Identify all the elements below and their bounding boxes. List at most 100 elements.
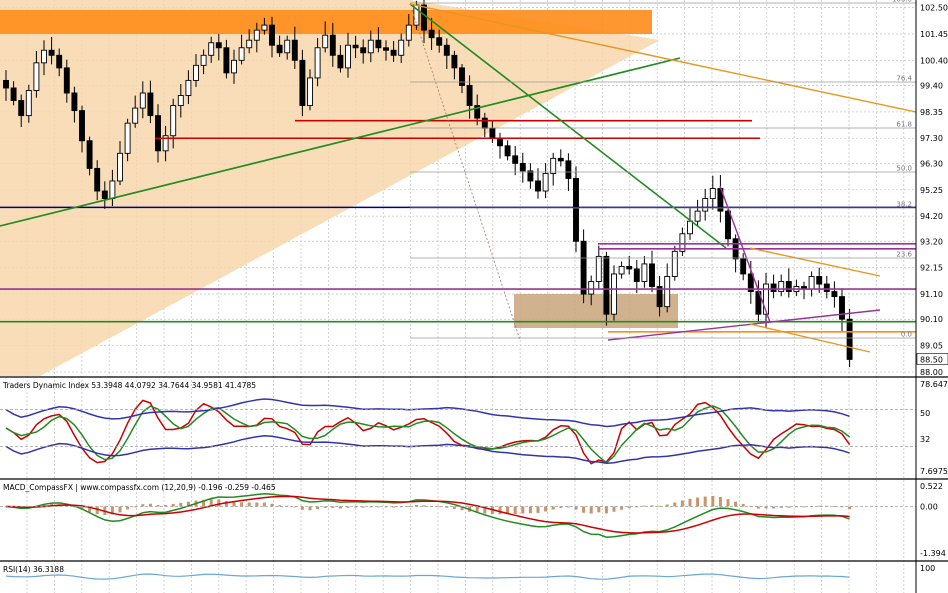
macd-histogram-bar	[506, 506, 510, 515]
macd-histogram-bar	[521, 506, 525, 514]
macd-histogram-bar	[848, 506, 852, 510]
trendline	[409, 3, 727, 249]
macd-histogram-bar	[604, 506, 608, 514]
macd-histogram-bar	[597, 506, 601, 513]
macd-histogram-bar	[414, 504, 418, 507]
candle-body	[542, 172, 549, 192]
macd-axis-label: 0.522	[920, 482, 943, 491]
macd-histogram-bar	[452, 506, 456, 509]
macd-histogram-bar	[544, 506, 548, 512]
price-tick-label: 94.20	[920, 212, 943, 221]
macd-histogram-bar	[445, 506, 449, 508]
macd-histogram-bar	[513, 506, 517, 514]
candle-body	[565, 160, 572, 179]
candle-body	[314, 47, 321, 79]
tdi-axis-label: 78.6472	[920, 380, 948, 389]
candle-body	[443, 44, 450, 56]
candle-body	[94, 167, 101, 192]
macd-histogram-bar	[650, 505, 654, 507]
macd-histogram-bar	[346, 506, 350, 508]
candle-body	[299, 59, 306, 107]
candle-body	[375, 39, 382, 49]
macd-histogram-bar	[802, 506, 806, 508]
candle-body	[200, 54, 207, 66]
macd-histogram-bar	[338, 506, 342, 509]
candle-body	[25, 90, 32, 117]
macd-histogram-bar	[688, 498, 692, 507]
fibonacci-label: 38.2	[896, 201, 912, 209]
candle-body	[337, 54, 344, 69]
candle-body	[816, 276, 823, 285]
macd-histogram-bar	[262, 502, 266, 507]
candle-body	[618, 265, 625, 275]
macd-histogram-bar	[72, 506, 76, 508]
trendline	[411, 9, 521, 341]
fibonacci-label: 23.6	[896, 251, 912, 259]
candle-body	[223, 47, 230, 74]
candle-body	[231, 59, 237, 74]
candle-body	[383, 47, 389, 51]
candle-body	[694, 210, 701, 222]
candle-body	[79, 110, 85, 142]
candle-body	[740, 258, 747, 275]
macd-histogram-bar	[141, 504, 145, 507]
candle-body	[405, 24, 412, 41]
macd-histogram-bar	[316, 506, 320, 510]
macd-histogram-bar	[779, 506, 783, 508]
macd-histogram-bar	[95, 506, 99, 514]
candle-body	[360, 47, 367, 54]
supply-zone	[0, 10, 652, 34]
candle-body	[48, 49, 55, 56]
macd-histogram-bar	[80, 506, 84, 510]
macd-histogram-bar	[460, 506, 464, 511]
candle-body	[633, 268, 640, 282]
macd-histogram-bar	[703, 496, 707, 507]
macd-histogram-bar	[224, 501, 228, 507]
macd-histogram-bar	[589, 506, 593, 514]
macd-histogram-bar	[658, 505, 662, 507]
candle-body	[276, 44, 283, 54]
macd-histogram-bar	[179, 502, 183, 507]
macd-histogram-bar	[787, 506, 791, 508]
price-tick-label: 102.50	[920, 4, 948, 13]
candle-body	[215, 42, 222, 49]
candle-body	[611, 273, 617, 315]
macd-histogram-bar	[376, 506, 380, 508]
macd-line	[5, 492, 850, 538]
candle-body	[664, 276, 671, 308]
candle-body	[557, 157, 564, 162]
macd-histogram-bar	[528, 506, 532, 514]
candle-body	[808, 276, 815, 290]
candle-body	[580, 240, 587, 295]
macd-histogram-bar	[437, 506, 441, 508]
macd-histogram-bar	[42, 504, 46, 507]
macd-histogram-bar	[627, 506, 631, 509]
candle-body	[747, 273, 754, 293]
price-tick-label: 89.05	[920, 342, 943, 351]
candle-body	[770, 283, 777, 293]
candle-body	[573, 178, 579, 242]
candle-body	[124, 122, 131, 154]
candle-body	[41, 49, 47, 64]
macd-histogram-bar	[741, 504, 745, 507]
candle-body	[489, 127, 496, 139]
candle-body	[671, 250, 678, 277]
macd-title: MACD_CompassFX | www.compassfx.com (12,2…	[3, 483, 276, 492]
tdi-axis-label: 32	[920, 435, 930, 444]
macd-histogram-bar	[88, 506, 92, 512]
candle-body	[33, 62, 40, 91]
macd-histogram-bar	[483, 506, 487, 514]
macd-histogram-bar	[551, 506, 555, 510]
macd-histogram-bar	[612, 506, 616, 512]
candle-body	[3, 79, 9, 89]
tdi-title: Traders Dynamic Index 53.3948 44.0792 34…	[2, 381, 256, 390]
macd-histogram-bar	[696, 497, 700, 507]
candle-body	[656, 286, 663, 308]
candle-body	[56, 54, 63, 69]
macd-histogram-bar	[536, 506, 540, 513]
macd-histogram-bar	[202, 499, 206, 507]
fibonacci-label: 0.0	[901, 331, 912, 339]
candle-body	[823, 283, 830, 293]
macd-histogram-bar	[354, 506, 358, 508]
